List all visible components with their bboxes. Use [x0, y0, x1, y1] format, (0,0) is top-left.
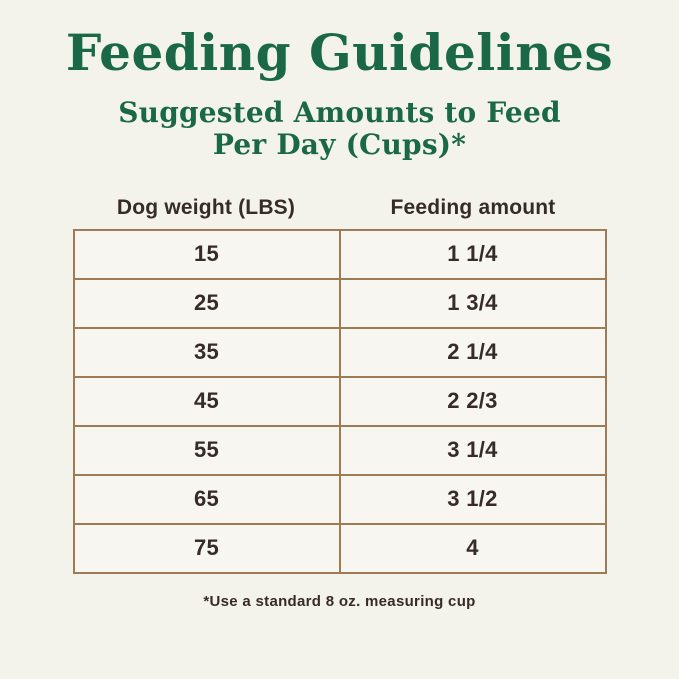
table-row: 45 2 2/3	[72, 375, 607, 427]
weight-cell: 65	[72, 473, 341, 525]
table-row: 75 4	[72, 522, 607, 574]
table-row: 65 3 1/2	[72, 473, 607, 525]
amount-cell: 4	[338, 522, 607, 574]
table-row: 35 2 1/4	[72, 326, 607, 378]
amount-cell: 2 1/4	[338, 326, 607, 378]
weight-cell: 45	[72, 375, 341, 427]
table-row: 15 1 1/4	[72, 228, 607, 280]
amount-cell: 3 1/4	[338, 424, 607, 476]
feeding-table: 15 1 1/4 25 1 3/4 35 2 1/4 45 2 2/3 55 3…	[72, 228, 607, 574]
amount-cell: 2 2/3	[338, 375, 607, 427]
subtitle-line-1: Suggested Amounts to Feed	[118, 96, 561, 129]
column-header-dog-weight: Dog weight (LBS)	[116, 195, 296, 219]
measuring-cup-footnote: *Use a standard 8 oz. measuring cup	[203, 592, 476, 610]
weight-cell: 15	[72, 228, 341, 280]
weight-cell: 55	[72, 424, 341, 476]
table-row: 55 3 1/4	[72, 424, 607, 476]
table-row: 25 1 3/4	[72, 277, 607, 329]
amount-cell: 3 1/2	[338, 473, 607, 525]
table-column-headers: Dog weight (LBS) Feeding amount	[73, 196, 607, 220]
weight-cell: 25	[72, 277, 341, 329]
page-subtitle: Suggested Amounts to Feed Per Day (Cups)…	[0, 96, 679, 162]
amount-cell: 1 1/4	[338, 228, 607, 280]
subtitle-line-2: Per Day (Cups)*	[212, 128, 467, 162]
amount-cell: 1 3/4	[338, 277, 607, 329]
page-title: Feeding Guidelines	[65, 23, 614, 82]
weight-cell: 35	[72, 326, 341, 378]
column-header-feeding-amount: Feeding amount	[390, 195, 556, 219]
weight-cell: 75	[72, 522, 341, 574]
